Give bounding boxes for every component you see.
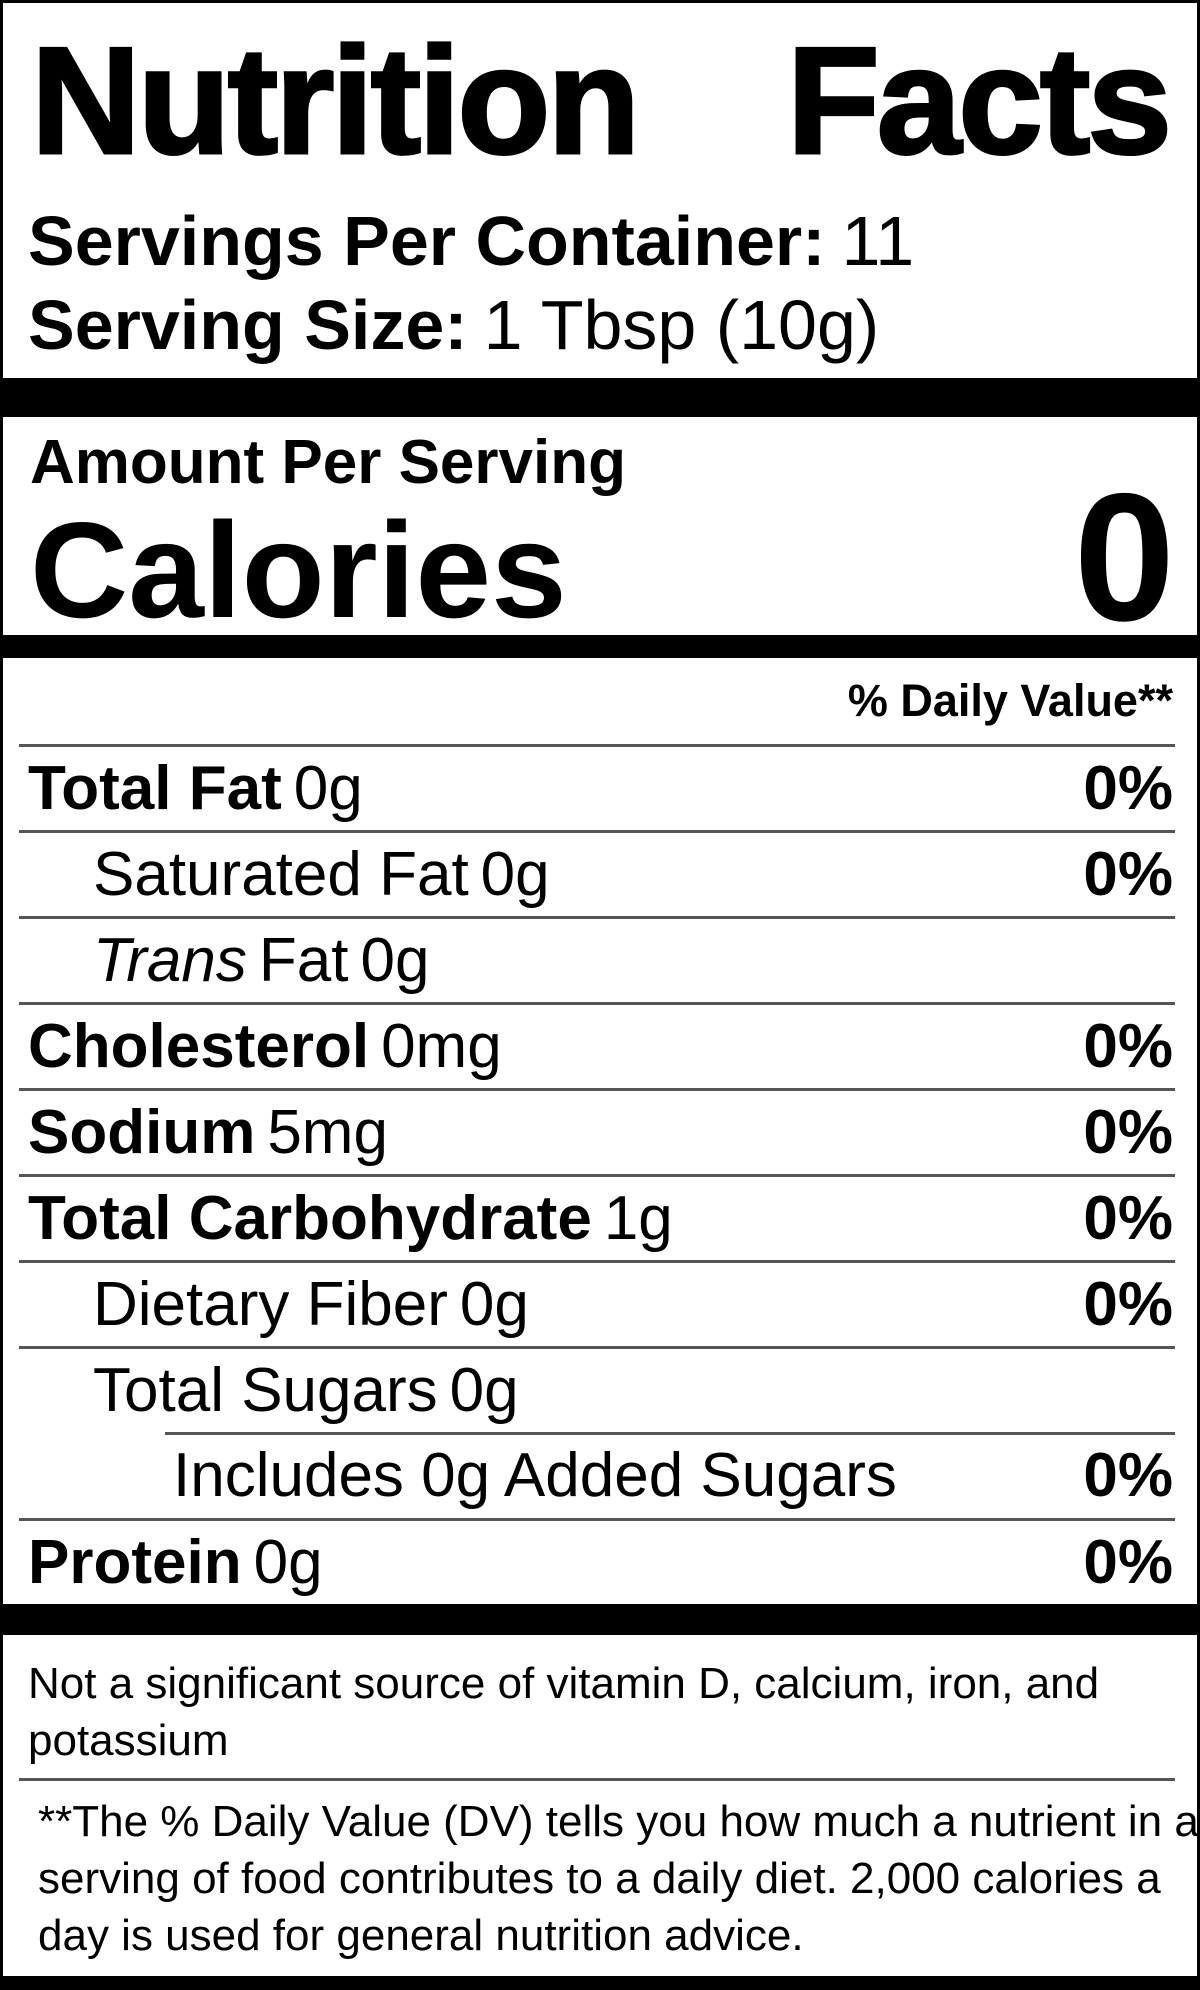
nutrient-row-added-sugars: Includes 0g Added Sugars 0%	[19, 1432, 1175, 1518]
serving-size-label: Serving Size:	[28, 286, 468, 364]
calories-label: Calories	[30, 494, 567, 646]
nutrient-table: Total Fat 0g 0% Saturated Fat 0g 0% Tran…	[19, 744, 1175, 1604]
nutrient-name: Saturated Fat	[93, 840, 469, 909]
nutrient-name: Protein	[28, 1528, 242, 1597]
nutrient-daily-value: 0%	[1083, 1440, 1173, 1510]
nutrient-amount: 0g	[293, 754, 363, 823]
thick-divider-bar	[3, 378, 1197, 417]
servings-per-container-value: 11	[841, 202, 915, 280]
nutrient-name: Total Fat	[28, 754, 282, 823]
label-title: Nutrition Facts	[3, 3, 1197, 199]
footnote-line-2: serving of food contributes to a daily d…	[38, 1854, 1161, 1903]
footnote-divider	[19, 1778, 1175, 1781]
nutrient-amount: 0mg	[381, 1012, 502, 1081]
nutrient-row-total-fat: Total Fat 0g 0%	[19, 744, 1175, 830]
nutrient-daily-value: 0%	[1083, 1184, 1173, 1253]
nutrient-daily-value: 0%	[1083, 754, 1173, 823]
not-significant-note: Not a significant source of vitamin D, c…	[3, 1635, 1197, 1778]
calories-section: Amount Per Serving Calories 0	[3, 417, 1197, 659]
servings-per-container-line: Servings Per Container: 11	[3, 199, 1197, 283]
nutrient-daily-value: 0%	[1083, 1012, 1173, 1081]
header-spacer	[3, 367, 1197, 378]
nutrient-name: Total Carbohydrate	[28, 1184, 592, 1253]
not-significant-line-1: Not a significant source of vitamin D, c…	[28, 1659, 1100, 1708]
nutrient-amount: 0g	[360, 926, 430, 995]
nutrient-row-protein: Protein 0g 0%	[19, 1518, 1175, 1604]
amount-per-serving-label: Amount Per Serving	[30, 428, 626, 497]
nutrient-row-dietary-fiber: Dietary Fiber 0g 0%	[19, 1260, 1175, 1346]
nutrient-name-italic: Trans	[93, 926, 247, 995]
serving-size-line: Serving Size: 1 Tbsp (10g)	[3, 283, 1197, 367]
thick-divider-bar	[3, 1604, 1197, 1635]
nutrient-daily-value: 0%	[1083, 1098, 1173, 1167]
nutrient-row-total-sugars: Total Sugars 0g	[19, 1346, 1175, 1432]
title-word-facts: Facts	[785, 14, 1173, 187]
nutrient-row-saturated-fat: Saturated Fat 0g 0%	[19, 830, 1175, 916]
title-word-nutrition: Nutrition	[29, 14, 641, 187]
nutrient-amount: 0g	[253, 1528, 323, 1597]
not-significant-line-2: potassium	[28, 1716, 229, 1765]
thick-divider-bar	[3, 635, 1197, 658]
nutrient-row-cholesterol: Cholesterol 0mg 0%	[19, 1002, 1175, 1088]
nutrient-row-total-carbohydrate: Total Carbohydrate 1g 0%	[19, 1174, 1175, 1260]
nutrient-amount: 0g	[449, 1356, 519, 1425]
nutrient-row-sodium: Sodium 5mg 0%	[19, 1088, 1175, 1174]
nutrient-name: Total Sugars	[93, 1356, 438, 1425]
nutrient-daily-value: 0%	[1083, 840, 1173, 909]
nutrient-name: Fat	[258, 926, 349, 995]
daily-value-header: % Daily Value**	[847, 675, 1173, 726]
nutrient-daily-value: 0%	[1083, 1270, 1173, 1339]
nutrient-amount: 0g	[459, 1270, 529, 1339]
nutrient-name: Cholesterol	[28, 1012, 370, 1081]
footnote-line-1: **The % Daily Value (DV) tells you how m…	[38, 1797, 1199, 1846]
nutrient-row-trans-fat: Trans Fat 0g	[19, 916, 1175, 1002]
footnote-line-3: day is used for general nutrition advice…	[38, 1911, 804, 1960]
calories-value: 0	[1073, 455, 1175, 659]
nutrient-amount: 0g	[480, 840, 550, 909]
nutrient-amount: 5mg	[267, 1098, 388, 1167]
nutrient-daily-value: 0%	[1083, 1528, 1173, 1597]
nutrient-name: Includes 0g Added Sugars	[173, 1440, 897, 1510]
serving-size-value: 1 Tbsp (10g)	[483, 286, 880, 364]
nutrient-amount: 1g	[603, 1184, 673, 1253]
nutrient-name: Sodium	[28, 1098, 256, 1167]
daily-value-footnote: **The % Daily Value (DV) tells you how m…	[3, 1781, 1197, 1976]
nutrient-name: Dietary Fiber	[93, 1270, 448, 1339]
servings-per-container-label: Servings Per Container:	[28, 202, 826, 280]
